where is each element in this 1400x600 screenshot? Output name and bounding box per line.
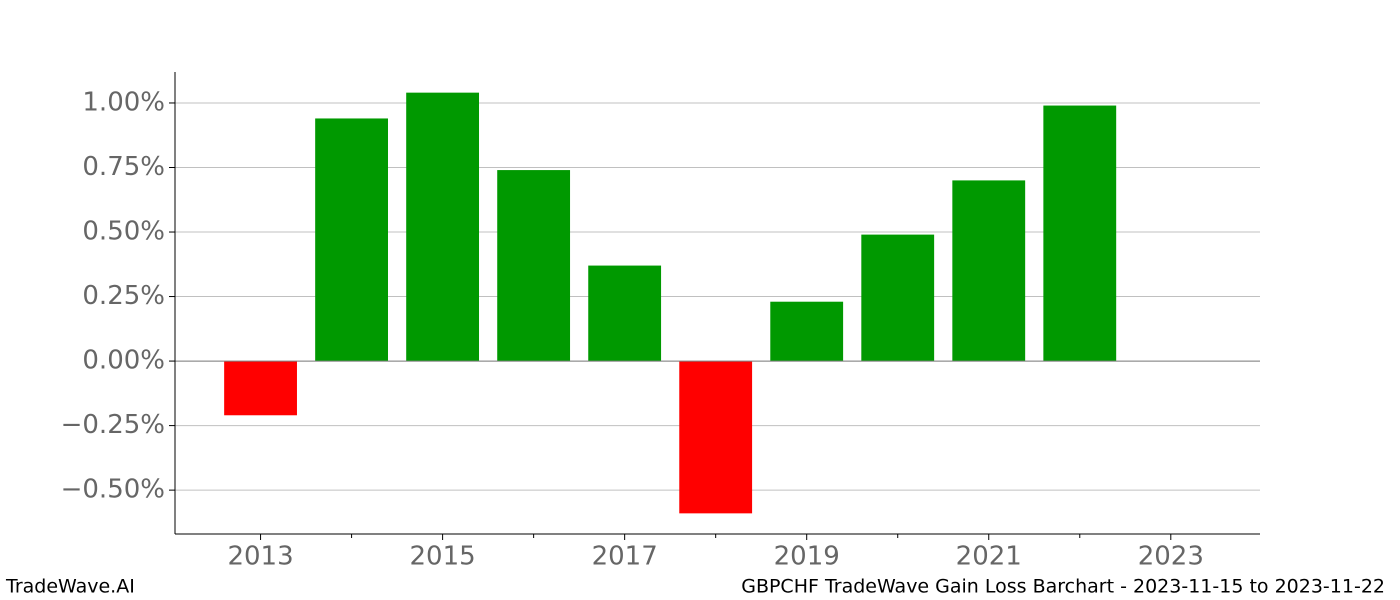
x-tick-label: 2015 (410, 542, 476, 572)
bar (406, 92, 480, 362)
y-tick-label: 0.50% (82, 217, 165, 247)
bar (224, 361, 297, 416)
chart-title: GBPCHF TradeWave Gain Loss Barchart - 20… (741, 576, 1385, 598)
bar (770, 301, 844, 362)
bar (679, 361, 753, 514)
x-tick-label: 2021 (956, 542, 1022, 572)
bar (497, 170, 571, 362)
y-tick-label: 0.75% (82, 152, 165, 182)
bar (1043, 105, 1117, 362)
bar (952, 180, 1026, 362)
y-tick-label: 0.25% (82, 281, 165, 311)
bar (861, 234, 935, 362)
bar (315, 118, 388, 362)
brand: TradeWave.AI (5, 576, 135, 598)
x-tick-label: 2023 (1138, 542, 1204, 572)
y-tick-label: 1.00% (82, 87, 165, 117)
y-tick-label: −0.50% (61, 475, 165, 505)
x-tick-label: 2013 (227, 542, 293, 572)
y-tick-label: −0.25% (61, 410, 165, 440)
y-tick-label: 0.00% (82, 346, 165, 376)
x-tick-label: 2019 (774, 542, 840, 572)
bar (588, 265, 662, 362)
x-tick-label: 2017 (592, 542, 658, 572)
